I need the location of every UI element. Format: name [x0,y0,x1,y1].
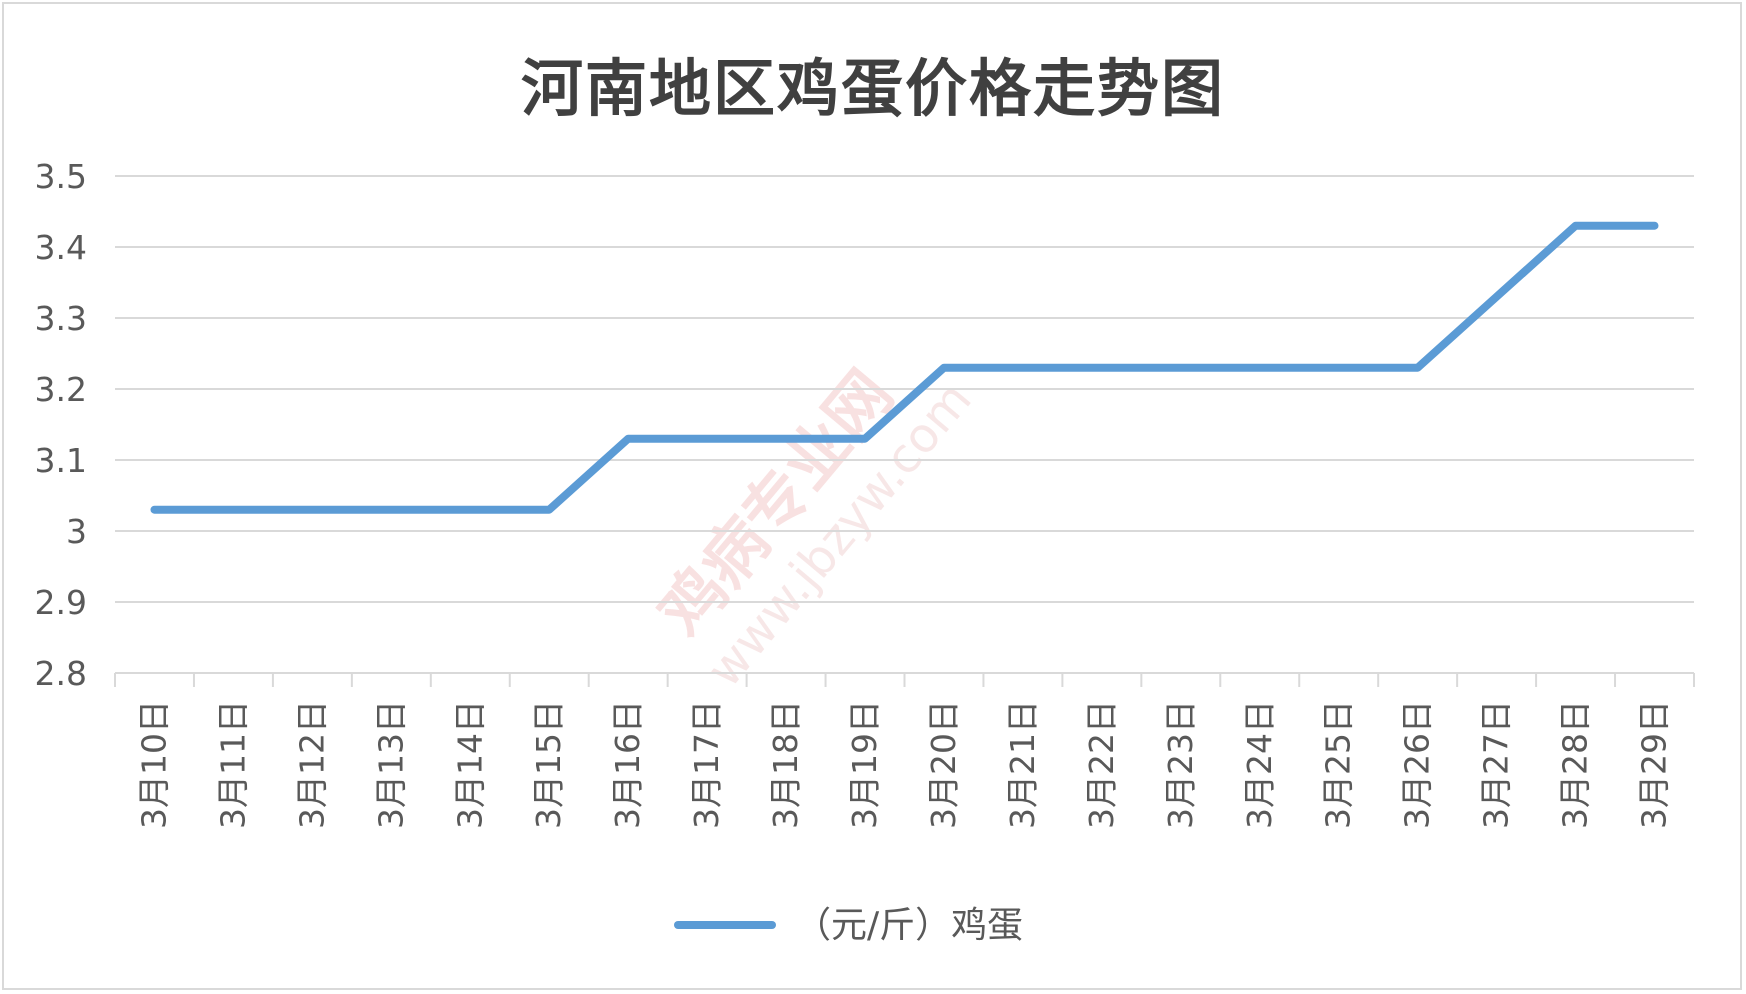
legend: （元/斤）鸡蛋 [674,905,1023,946]
x-tick-label: 3月20日 [924,700,963,829]
x-tick-label: 3月26日 [1398,700,1437,829]
gridlines [115,175,1694,603]
x-tick-label: 3月22日 [1082,700,1121,829]
x-tick-label: 3月28日 [1556,700,1595,829]
legend-label: （元/斤）鸡蛋 [795,905,1023,946]
x-tick-label: 3月11日 [213,700,252,829]
x-tick-label: 3月25日 [1319,700,1358,829]
y-tick-label: 3.4 [35,228,87,267]
series-line [150,221,1659,514]
y-tick-label: 2.8 [35,654,87,693]
x-axis: 3月10日 3月11日 3月12日 3月13日 3月14日 3月15日 3月16日 3月17日… [114,672,1695,829]
x-tick-label: 3月17日 [687,700,726,829]
y-tick-label: 3 [66,512,87,551]
y-tick-label: 3.3 [35,299,87,338]
chart-title: 河南地区鸡蛋价格走势图 [520,52,1225,125]
y-tick-label: 3.2 [35,370,87,409]
x-tick-label: 3月29日 [1635,700,1674,829]
x-tick-label: 3月19日 [845,700,884,829]
y-axis-ticks: 2.8 2.9 3 3.1 3.2 3.3 3.4 3.5 [35,157,87,693]
x-tick-label: 3月13日 [371,700,410,829]
x-tick-label: 3月15日 [529,700,568,829]
x-tick-label: 3月14日 [450,700,489,829]
series-layer [150,221,1659,514]
x-tick-label: 3月18日 [766,700,805,829]
x-tick-label: 3月23日 [1161,700,1200,829]
y-tick-label: 3.5 [35,157,87,196]
y-tick-label: 3.1 [35,441,87,480]
y-tick-label: 2.9 [35,583,87,622]
x-tick-label: 3月16日 [608,700,647,829]
x-tick-label: 3月21日 [1003,700,1042,829]
x-tick-label: 3月27日 [1477,700,1516,829]
watermark: 鸡病专业网 www.jbzyw.com [646,358,983,698]
x-tick-label: 3月10日 [134,700,173,829]
x-tick-label: 3月24日 [1240,700,1279,829]
x-tick-label: 3月12日 [292,700,331,829]
